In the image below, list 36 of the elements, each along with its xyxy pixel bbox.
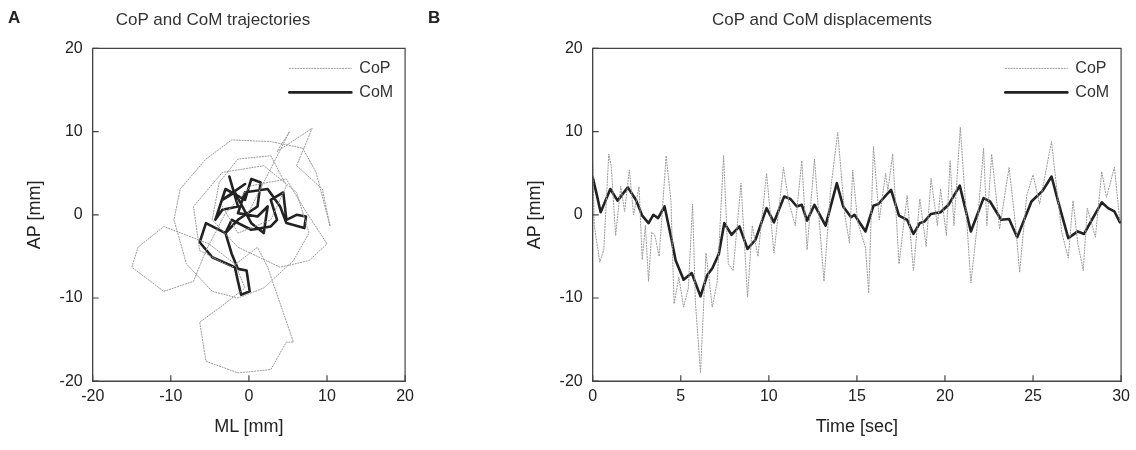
x-tick-label: 10: [759, 387, 778, 405]
y-tick-label: 20: [564, 38, 583, 56]
line-series: [592, 126, 1121, 374]
x-tick-label: 25: [1024, 387, 1043, 405]
y-tick-label: -10: [559, 288, 583, 306]
x-tick-label: 0: [244, 387, 254, 405]
y-tick-label: -20: [559, 371, 583, 389]
y-tick-label: -10: [59, 288, 83, 306]
y-axis-title: AP [mm]: [23, 180, 44, 250]
x-tick-label: 20: [396, 387, 415, 405]
legend-label: CoM: [1075, 82, 1110, 100]
y-tick-label: -20: [59, 371, 83, 389]
y-axis-title: AP [mm]: [523, 180, 544, 250]
x-tick-label: 0: [588, 387, 598, 405]
chart-title: CoP and CoM displacements: [712, 9, 932, 29]
x-tick-label: 5: [676, 387, 686, 405]
x-tick-label: -10: [159, 387, 183, 405]
x-tick-label: 10: [318, 387, 337, 405]
chart-title: CoP and CoM trajectories: [115, 9, 311, 29]
x-tick-label: -20: [81, 387, 105, 405]
y-tick-label: 10: [64, 122, 83, 140]
y-tick-label: 10: [564, 122, 583, 140]
x-axis-title: ML [mm]: [214, 416, 284, 437]
x-tick-label: 15: [848, 387, 866, 405]
y-tick-label: 0: [73, 205, 83, 223]
text: A: [8, 8, 21, 28]
x-axis-title: Time [sec]: [815, 416, 899, 437]
x-tick-label: 30: [1112, 387, 1131, 405]
y-tick-label: 20: [64, 38, 83, 56]
legend-label: CoP: [359, 58, 391, 76]
legend-label: CoM: [359, 82, 394, 100]
text: B: [428, 8, 441, 28]
y-tick-label: 0: [573, 205, 583, 223]
line-series: [131, 127, 331, 374]
legend-label: CoP: [1075, 58, 1107, 76]
x-tick-label: 20: [936, 387, 954, 405]
